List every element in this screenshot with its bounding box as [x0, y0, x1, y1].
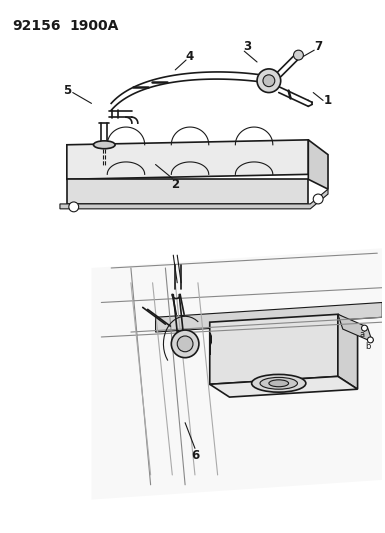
- Circle shape: [69, 202, 79, 212]
- Text: 5: 5: [63, 84, 71, 97]
- Ellipse shape: [94, 141, 115, 149]
- Circle shape: [367, 337, 373, 343]
- Text: 2: 2: [171, 177, 179, 191]
- Circle shape: [257, 69, 281, 93]
- Circle shape: [293, 50, 303, 60]
- Polygon shape: [338, 314, 372, 342]
- Text: 92156: 92156: [13, 19, 61, 33]
- Text: a: a: [360, 329, 365, 338]
- Polygon shape: [338, 314, 358, 389]
- Polygon shape: [156, 302, 382, 332]
- Polygon shape: [60, 189, 328, 209]
- Circle shape: [177, 336, 193, 352]
- Text: 6: 6: [191, 449, 199, 462]
- Circle shape: [362, 325, 367, 331]
- Text: 7: 7: [314, 40, 322, 53]
- Polygon shape: [308, 140, 328, 189]
- Ellipse shape: [252, 374, 306, 392]
- Text: b: b: [366, 342, 371, 351]
- Circle shape: [313, 194, 323, 204]
- Ellipse shape: [269, 380, 289, 387]
- Text: 4: 4: [186, 50, 194, 62]
- Text: 3: 3: [243, 40, 251, 53]
- Polygon shape: [210, 314, 338, 384]
- Circle shape: [171, 330, 199, 358]
- Polygon shape: [67, 140, 308, 179]
- Polygon shape: [92, 248, 382, 499]
- Ellipse shape: [260, 377, 298, 389]
- Polygon shape: [210, 376, 358, 397]
- Text: 1900A: 1900A: [70, 19, 119, 33]
- Text: 1: 1: [324, 94, 332, 107]
- Circle shape: [263, 75, 275, 87]
- Polygon shape: [67, 179, 308, 204]
